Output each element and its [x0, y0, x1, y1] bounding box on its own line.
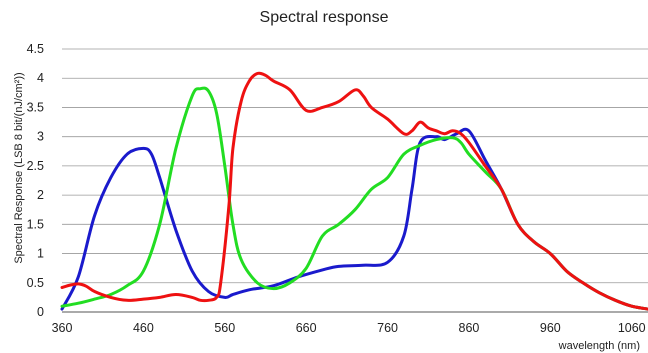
y-tick-label: 0: [37, 305, 44, 319]
x-tick-label: 460: [133, 321, 154, 335]
y-tick-label: 4: [37, 71, 44, 85]
y-tick-label: 1.5: [27, 217, 44, 231]
series-line-1: [60, 127, 648, 311]
x-tick-label: 560: [214, 321, 235, 335]
y-tick-label: 3: [37, 130, 44, 144]
x-tick-label: 960: [540, 321, 561, 335]
x-axis-label: wavelength (nm): [558, 340, 640, 352]
x-tick-label: 860: [459, 321, 480, 335]
y-tick-label: 3.5: [27, 100, 44, 114]
y-tick-label: 2.5: [27, 159, 44, 173]
x-tick-label: 360: [52, 321, 73, 335]
x-tick-label: 660: [296, 321, 317, 335]
y-tick-label: 0.5: [27, 276, 44, 290]
series-line-2: [60, 86, 648, 311]
series-line-3: [60, 71, 648, 311]
chart-title: Spectral response: [259, 9, 389, 26]
y-tick-label: 4.5: [27, 42, 44, 56]
y-tick-label: 1: [37, 247, 44, 261]
y-tick-label: 2: [37, 188, 44, 202]
x-tick-label: 760: [377, 321, 398, 335]
x-tick-label: 1060: [618, 321, 646, 335]
